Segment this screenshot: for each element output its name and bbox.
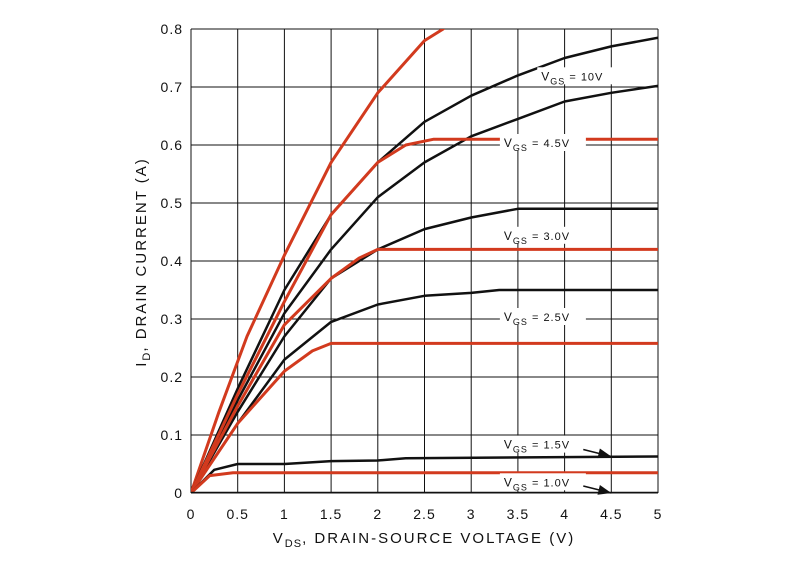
x-tick-label: 2 [373, 506, 382, 522]
x-tick-label: 3.5 [507, 506, 529, 522]
series-line-0 [191, 29, 445, 493]
x-tick-label: 4.5 [600, 506, 622, 522]
series-line-3 [191, 137, 658, 493]
curve-label: VGS = 3.0V [504, 229, 570, 246]
x-tick-labels: 0 0.5 1 1.5 2 2.5 3 3.5 4 4.5 5 [187, 506, 663, 522]
series-line-1 [191, 36, 658, 493]
x-tick-label: 0.5 [226, 506, 248, 522]
series-line-8 [191, 455, 658, 493]
series-line-6 [191, 288, 658, 493]
curve-label: VGS = 1.5V [504, 438, 570, 455]
y-tick-label: 0.3 [161, 311, 183, 327]
curve-label-bg [499, 308, 586, 325]
curve-label: VGS = 10V [541, 69, 603, 86]
y-tick-label: 0.4 [161, 253, 183, 269]
curve-labels: VGS = 10V VGS = 4.5V VGS = 3.0V VGS = 2.5V V… [499, 67, 624, 492]
y-tick-label: 0 [174, 485, 183, 501]
curve-label: VGS = 4.5V [504, 136, 570, 153]
y-tick-labels: 0 0.1 0.2 0.3 0.4 0.5 0.6 0.7 0.8 [161, 21, 183, 501]
curve-label: VGS = 1.0V [504, 475, 570, 492]
x-tick-label: 2.5 [413, 506, 435, 522]
x-tick-label: 1 [280, 506, 289, 522]
series-line-9 [191, 471, 658, 493]
y-tick-label: 0.6 [161, 137, 183, 153]
y-tick-label: 0.8 [161, 21, 183, 37]
curve-label-bg [537, 67, 624, 85]
y-tick-label: 0.2 [161, 369, 183, 385]
y-tick-label: 0.7 [161, 79, 183, 95]
arrows [583, 448, 612, 495]
curve-label-bg [499, 435, 586, 453]
x-tick-label: 3 [467, 506, 476, 522]
y-tick-label: 0.5 [161, 195, 183, 211]
curve-label-bg [499, 226, 586, 244]
x-tick-label: 1.5 [320, 506, 342, 522]
curve-label: VGS = 2.5V [504, 310, 570, 327]
series-line-5 [191, 247, 658, 493]
curve-label-bg [499, 134, 586, 151]
series-line-2 [191, 84, 658, 493]
curve-label-bg [499, 473, 586, 491]
x-axis-label: VDS, DRAIN-SOURCE VOLTAGE (V) [273, 530, 575, 550]
y-tick-label: 0.1 [161, 427, 183, 443]
arrow-head [597, 448, 612, 459]
grid [190, 28, 659, 494]
y-axis-label: ID, DRAIN CURRENT (A) [133, 157, 153, 367]
x-tick-label: 0 [187, 506, 196, 522]
curves [191, 29, 658, 493]
series-line-7 [191, 341, 658, 493]
x-tick-label: 4 [560, 506, 569, 522]
arrow-head [597, 485, 612, 495]
x-tick-label: 5 [654, 506, 663, 522]
